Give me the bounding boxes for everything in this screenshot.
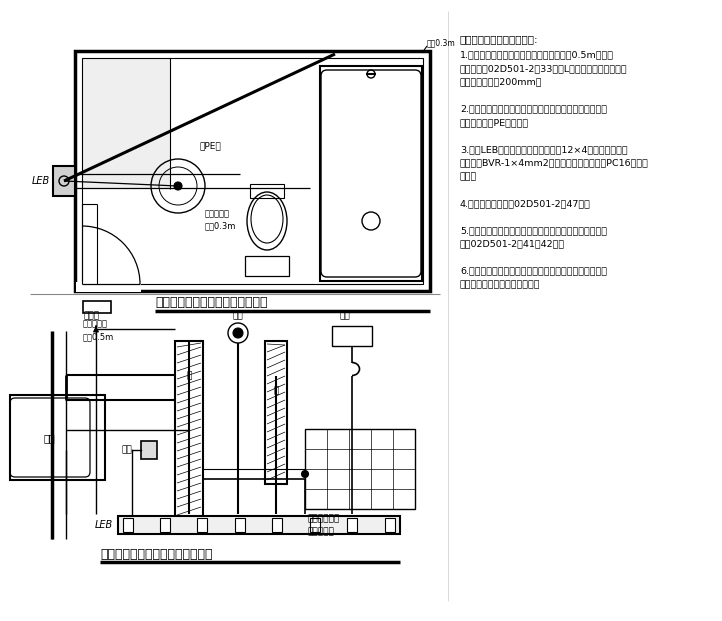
Bar xyxy=(320,66,422,281)
Text: 3.图中LEB端子箱连线至预埋件采用12×4的镀锌扁钢，其: 3.图中LEB端子箱连线至预埋件采用12×4的镀锌扁钢，其 xyxy=(460,145,627,154)
Text: 5.等电位连接线与浴盆、下水管等卫生设备的连接做法详: 5.等电位连接线与浴盆、下水管等卫生设备的连接做法详 xyxy=(460,226,607,235)
Bar xyxy=(197,518,207,532)
Text: 墙: 墙 xyxy=(274,386,279,396)
Bar xyxy=(175,341,203,519)
Bar xyxy=(385,518,395,532)
Text: 着壁连线盒: 着壁连线盒 xyxy=(205,209,230,219)
Text: 定，但不应小于200mm。: 定，但不应小于200mm。 xyxy=(460,78,542,86)
Text: 1.卫生间等电位端子箱位置详见平面，距地0.5m，具体: 1.卫生间等电位端子箱位置详见平面，距地0.5m，具体 xyxy=(460,50,614,60)
Bar xyxy=(235,518,245,532)
Bar xyxy=(250,184,284,198)
Text: 余均采用BVR-1×4mm2铜线在楼板内敷管内穿PC16塑料管: 余均采用BVR-1×4mm2铜线在楼板内敷管内穿PC16塑料管 xyxy=(460,158,649,168)
Bar xyxy=(82,58,423,284)
Text: 墙上预埋件: 墙上预埋件 xyxy=(308,527,335,537)
Bar xyxy=(272,518,282,532)
Text: 卫生间局部等电位连接说明:: 卫生间局部等电位连接说明: xyxy=(460,34,539,44)
Bar xyxy=(10,395,105,480)
Text: 敷设。: 敷设。 xyxy=(460,172,477,181)
Text: 6.卫生间内的各种金属构件若定于二次装修施工，则除去: 6.卫生间内的各种金属构件若定于二次装修施工，则除去 xyxy=(460,266,607,276)
Bar xyxy=(160,518,170,532)
Bar xyxy=(123,518,133,532)
FancyArrowPatch shape xyxy=(94,326,98,332)
Bar xyxy=(75,51,430,291)
Text: 给排水管以及PE线连接。: 给排水管以及PE线连接。 xyxy=(460,118,529,127)
Bar xyxy=(310,518,320,532)
Text: 墙: 墙 xyxy=(186,371,191,381)
Text: 卫生间局部等电位连接平面示意图: 卫生间局部等电位连接平面示意图 xyxy=(155,296,267,309)
Text: 灯具及插座外，其余仅作预留。: 灯具及插座外，其余仅作预留。 xyxy=(460,280,541,289)
Text: 4.预埋件做法详图集02D501-2第47页。: 4.预埋件做法详图集02D501-2第47页。 xyxy=(460,199,591,208)
Text: 盆座: 盆座 xyxy=(339,312,350,320)
Text: 墙上预埋件: 墙上预埋件 xyxy=(83,319,108,329)
Text: 灯具: 灯具 xyxy=(232,312,243,320)
Circle shape xyxy=(233,328,243,338)
Bar xyxy=(265,341,287,484)
Text: 距地0.3m: 距地0.3m xyxy=(427,39,456,47)
Circle shape xyxy=(174,182,182,190)
Text: 淋浴器: 淋浴器 xyxy=(84,312,100,320)
Circle shape xyxy=(302,471,308,478)
Bar xyxy=(245,256,289,276)
Bar xyxy=(76,282,134,285)
Text: 卫生间钢筋网: 卫生间钢筋网 xyxy=(308,515,340,524)
Text: 距地0.5m: 距地0.5m xyxy=(83,332,114,342)
Bar xyxy=(347,518,357,532)
Text: LEB: LEB xyxy=(95,520,113,530)
Bar xyxy=(305,429,415,509)
Text: 图集02D501-2第41、42页。: 图集02D501-2第41、42页。 xyxy=(460,240,565,248)
Bar xyxy=(53,166,75,196)
Bar xyxy=(83,301,111,313)
Bar xyxy=(141,441,157,459)
Text: 2.卫生间等电位端子箱须与墙上预埋件、金属浴盆、金属: 2.卫生间等电位端子箱须与墙上预埋件、金属浴盆、金属 xyxy=(460,104,607,114)
Text: 做法见图集02D501-2第33页；L（长度）由施工单位确: 做法见图集02D501-2第33页；L（长度）由施工单位确 xyxy=(460,64,627,73)
Text: 距地0.3m: 距地0.3m xyxy=(205,222,236,230)
Text: 浴盆: 浴盆 xyxy=(43,433,55,443)
Bar xyxy=(76,282,141,292)
Text: LEB: LEB xyxy=(32,176,50,186)
Bar xyxy=(82,58,170,189)
Bar xyxy=(118,516,400,534)
Bar xyxy=(332,326,372,346)
Text: 至PE线: 至PE线 xyxy=(200,142,222,150)
Text: 卫生间局部等电位连接系统原理图: 卫生间局部等电位连接系统原理图 xyxy=(100,548,212,561)
Text: 插座: 插座 xyxy=(121,445,131,455)
